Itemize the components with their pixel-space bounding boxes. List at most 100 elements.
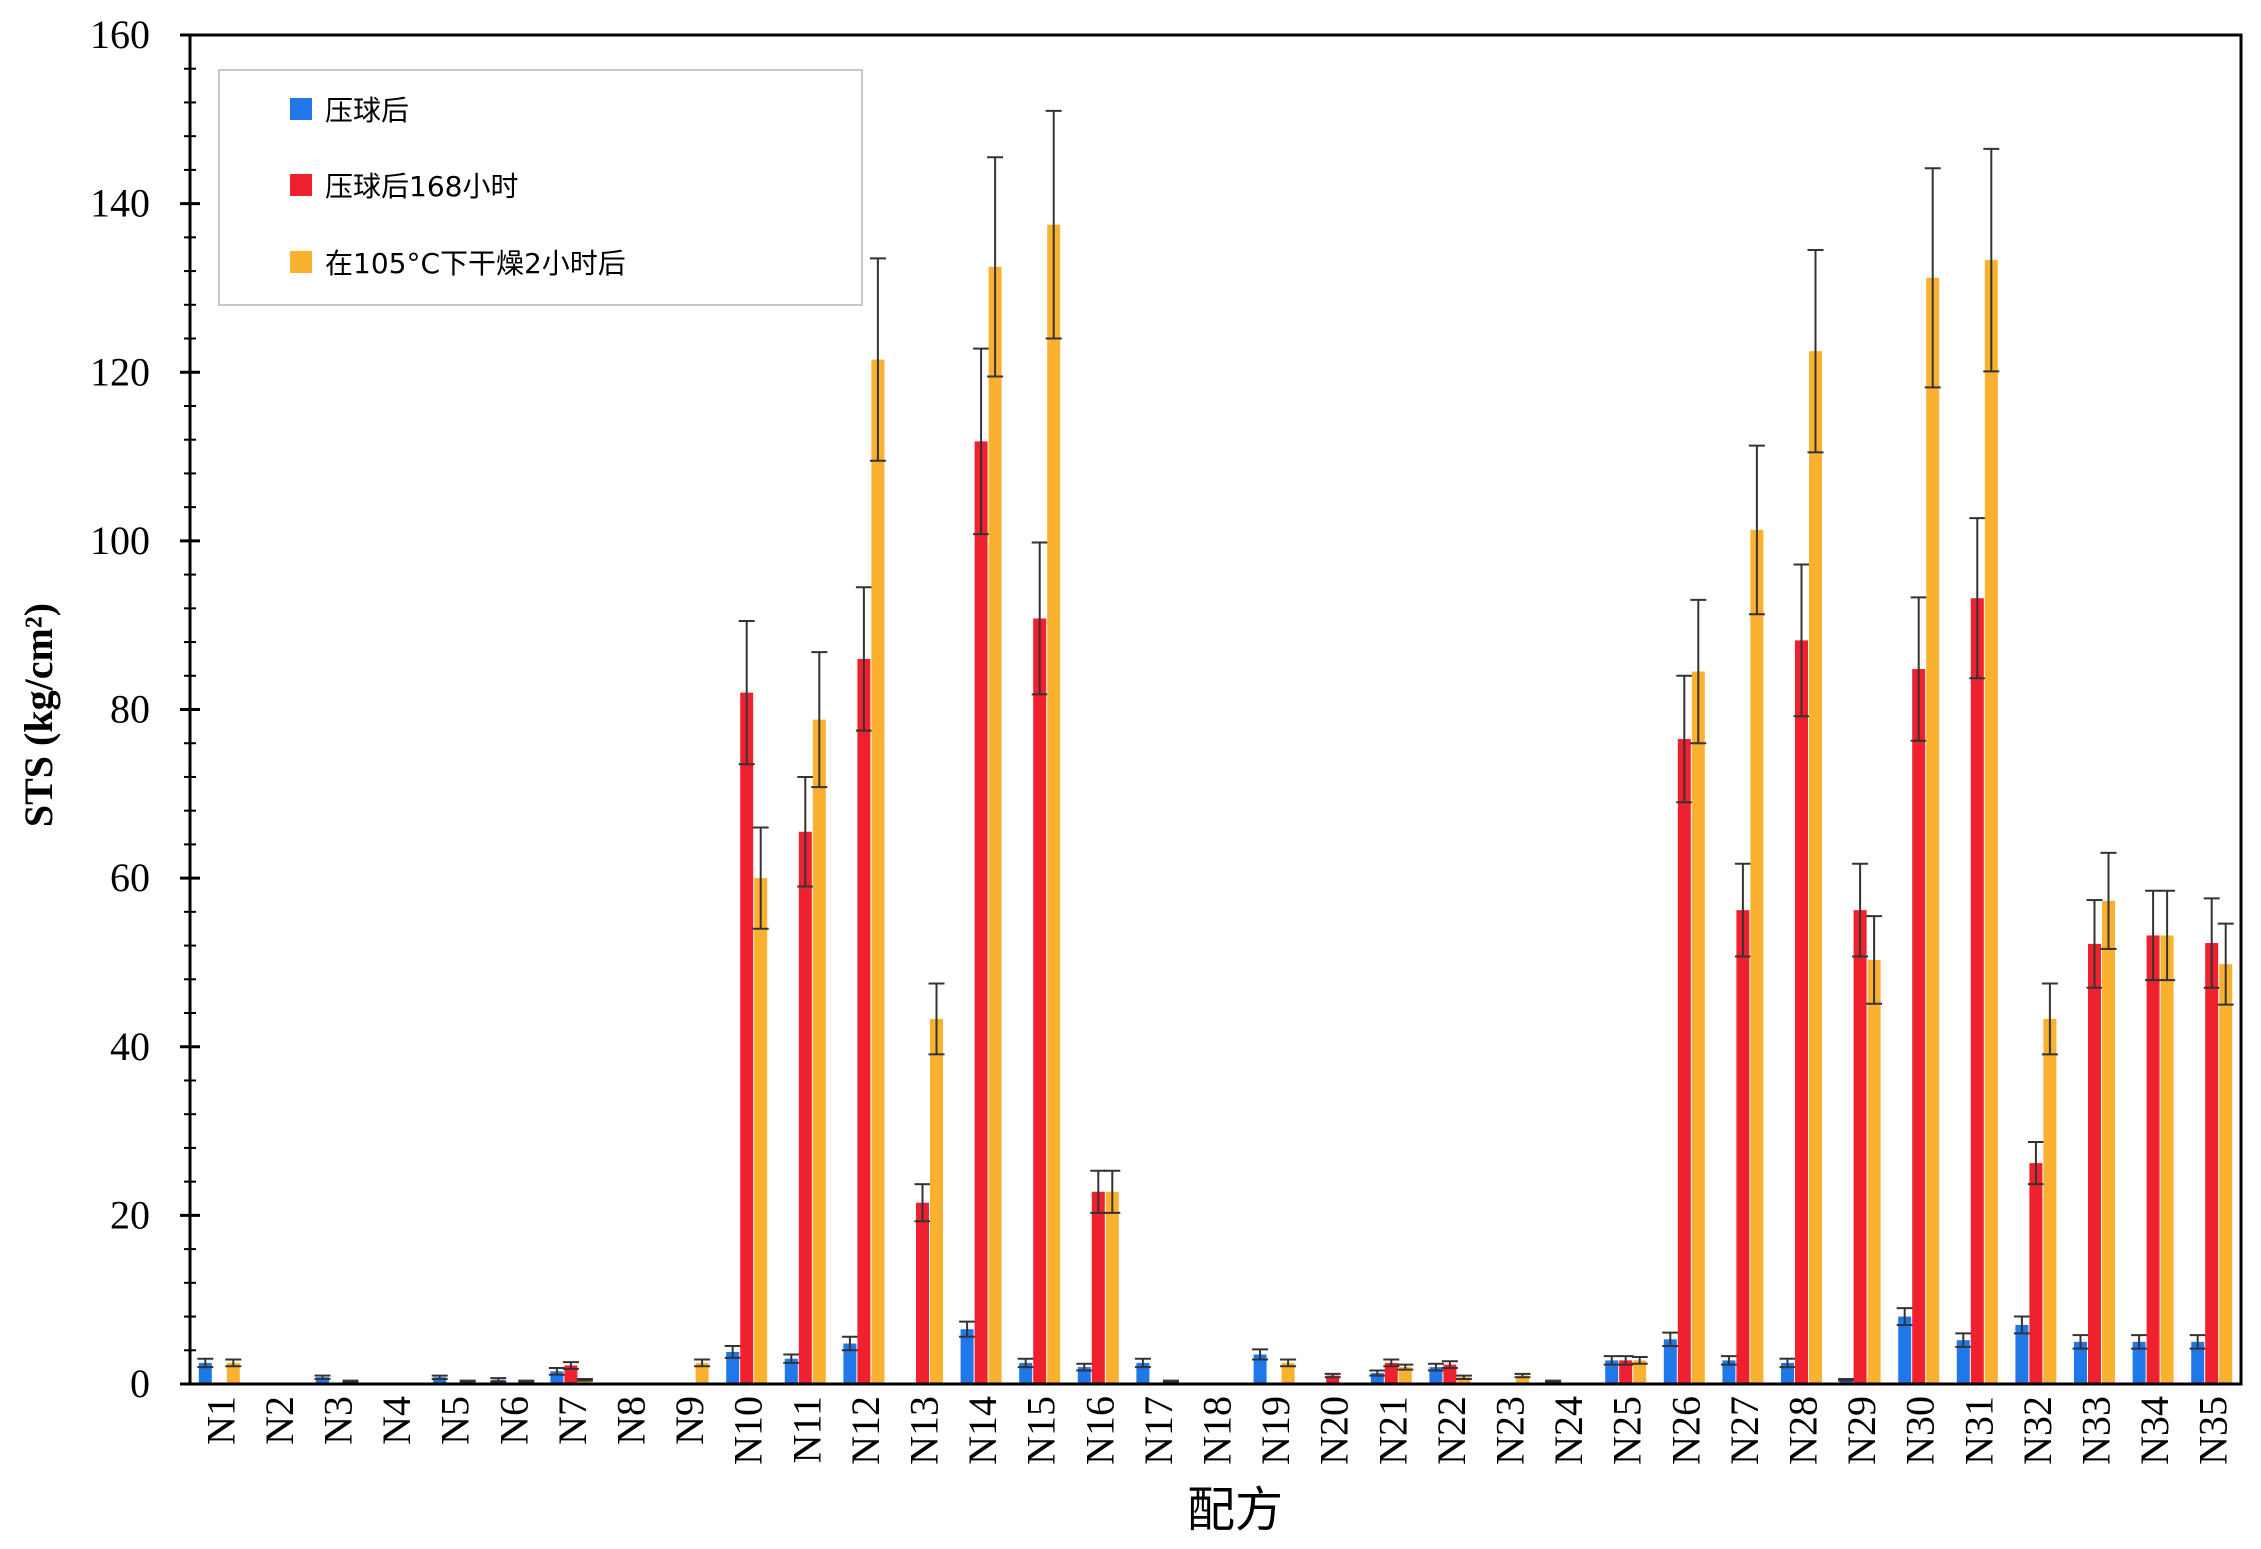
x-tick-label: N23: [1488, 1396, 1533, 1465]
bar-N11-series-2: [798, 831, 812, 1384]
bar-N23-series-3: [1516, 1375, 1529, 1384]
bar-N17-series-1: [1136, 1362, 1150, 1384]
x-tick-label: N3: [316, 1396, 361, 1445]
y-tick-label: 140: [90, 181, 150, 226]
bar-N31-series-1: [1956, 1340, 1970, 1384]
bar-N25-series-2: [1619, 1360, 1633, 1384]
bar-N35-series-2: [2205, 943, 2219, 1384]
x-tick-label: N18: [1195, 1396, 1240, 1465]
bar-N19-series-1: [1253, 1354, 1267, 1384]
bar-N33-series-3: [2102, 900, 2115, 1384]
x-tick-label: N25: [1605, 1396, 1650, 1465]
bar-N21-series-2: [1384, 1362, 1398, 1384]
legend-label-series-1: 压球后: [325, 94, 409, 127]
bar-N33-series-2: [2088, 943, 2101, 1384]
bar-N28-series-3: [1809, 351, 1822, 1384]
plot-area: [197, 109, 2234, 1385]
bar-N26-series-3: [1691, 671, 1705, 1384]
bar-N10-series-3: [754, 878, 768, 1384]
x-tick-label: N12: [843, 1396, 888, 1465]
x-tick-label: N8: [609, 1396, 654, 1445]
x-tick-label: N22: [1429, 1396, 1474, 1465]
bar-N11-series-1: [784, 1358, 798, 1384]
bar-N5-series-1: [433, 1377, 447, 1384]
x-tick-label: N32: [2015, 1396, 2060, 1465]
bar-N14-series-2: [974, 441, 988, 1385]
bar-N33-series-1: [2074, 1341, 2087, 1384]
x-tick-label: N20: [1312, 1396, 1357, 1465]
bar-N27-series-1: [1722, 1360, 1736, 1384]
x-tick-label: N19: [1253, 1396, 1298, 1465]
x-tick-label: N5: [433, 1396, 478, 1445]
x-tick-label: N1: [198, 1396, 243, 1445]
bar-N28-series-1: [1781, 1362, 1794, 1384]
y-tick-label: 120: [90, 349, 150, 394]
y-tick-label: 20: [110, 1192, 150, 1237]
bar-N28-series-2: [1795, 640, 1808, 1384]
x-tick-label: N34: [2132, 1396, 2177, 1465]
bar-N35-series-1: [2191, 1341, 2205, 1384]
y-tick-label: 40: [110, 1024, 150, 1069]
legend-label-series-2: 压球后168小时: [325, 170, 518, 203]
x-tick-label: N13: [902, 1396, 947, 1465]
legend-swatch-series-3: [290, 251, 312, 273]
bar-N12-series-2: [857, 658, 871, 1384]
bar-N13-series-3: [930, 1018, 943, 1384]
x-tick-label: N21: [1370, 1396, 1415, 1465]
bar-N22-series-2: [1443, 1364, 1457, 1384]
bar-N14-series-3: [988, 266, 1002, 1384]
y-tick-label: 60: [110, 855, 150, 900]
bar-N15-series-2: [1033, 618, 1047, 1384]
axes: 0 20 40 60 80 100 120 140 160 N1 N2 N3 N4 N5 N6 N7 N8 N9 N…: [90, 12, 2243, 1465]
bar-N19-series-3: [1281, 1362, 1295, 1384]
bar-N25-series-3: [1633, 1360, 1647, 1384]
bar-N11-series-3: [812, 719, 826, 1384]
bar-N34-series-2: [2146, 935, 2160, 1384]
bar-N30-series-1: [1898, 1316, 1912, 1384]
x-tick-label: N28: [1781, 1396, 1826, 1465]
bar-N21-series-3: [1398, 1367, 1412, 1384]
bar-N12-series-3: [871, 359, 885, 1384]
x-tick-label: N14: [960, 1396, 1005, 1465]
x-tick-label: N2: [257, 1396, 302, 1445]
x-tick-label: N4: [374, 1396, 419, 1445]
legend-swatch-series-1: [290, 98, 312, 120]
bar-N10-series-2: [740, 692, 754, 1384]
y-tick-label: 0: [130, 1361, 150, 1406]
bar-N7-series-2: [564, 1365, 578, 1384]
x-tick-label: N11: [784, 1396, 829, 1463]
bar-N32-series-2: [2029, 1163, 2043, 1384]
bar-N15-series-3: [1047, 224, 1061, 1384]
bar-N1-series-1: [198, 1362, 212, 1384]
x-tick-label: N10: [726, 1396, 771, 1465]
bar-N32-series-3: [2043, 1018, 2057, 1384]
bar-N13-series-2: [916, 1202, 929, 1384]
bar-N30-series-3: [1926, 277, 1940, 1384]
x-tick-label: N16: [1077, 1396, 1122, 1465]
x-tick-label: N6: [491, 1396, 536, 1445]
legend-swatch-series-2: [290, 174, 312, 196]
legend: 压球后 压球后168小时 在105°C下干燥2小时后: [218, 69, 863, 306]
bar-N12-series-1: [843, 1343, 857, 1384]
bar-N26-series-1: [1663, 1339, 1677, 1384]
bar-N34-series-1: [2132, 1341, 2146, 1384]
x-tick-label: N7: [550, 1396, 595, 1445]
bar-N14-series-1: [960, 1329, 974, 1384]
bar-N29-series-1: [1839, 1379, 1853, 1384]
x-tick-label: N9: [667, 1396, 712, 1445]
bar-N26-series-2: [1677, 739, 1691, 1384]
bar-N15-series-1: [1019, 1362, 1033, 1384]
x-tick-label: N27: [1722, 1396, 1767, 1465]
x-tick-label: N26: [1663, 1396, 1708, 1465]
y-tick-label: 100: [90, 518, 150, 563]
x-tick-label: N17: [1136, 1396, 1181, 1465]
x-tick-label: N35: [2191, 1396, 2236, 1465]
legend-box: [218, 69, 863, 306]
bar-N16-series-3: [1105, 1191, 1119, 1384]
x-tick-label: N31: [1956, 1396, 2001, 1465]
bar-N22-series-3: [1457, 1377, 1471, 1384]
bar-N29-series-2: [1853, 910, 1867, 1384]
bar-N1-series-3: [226, 1362, 240, 1384]
bar-N32-series-1: [2015, 1324, 2029, 1384]
